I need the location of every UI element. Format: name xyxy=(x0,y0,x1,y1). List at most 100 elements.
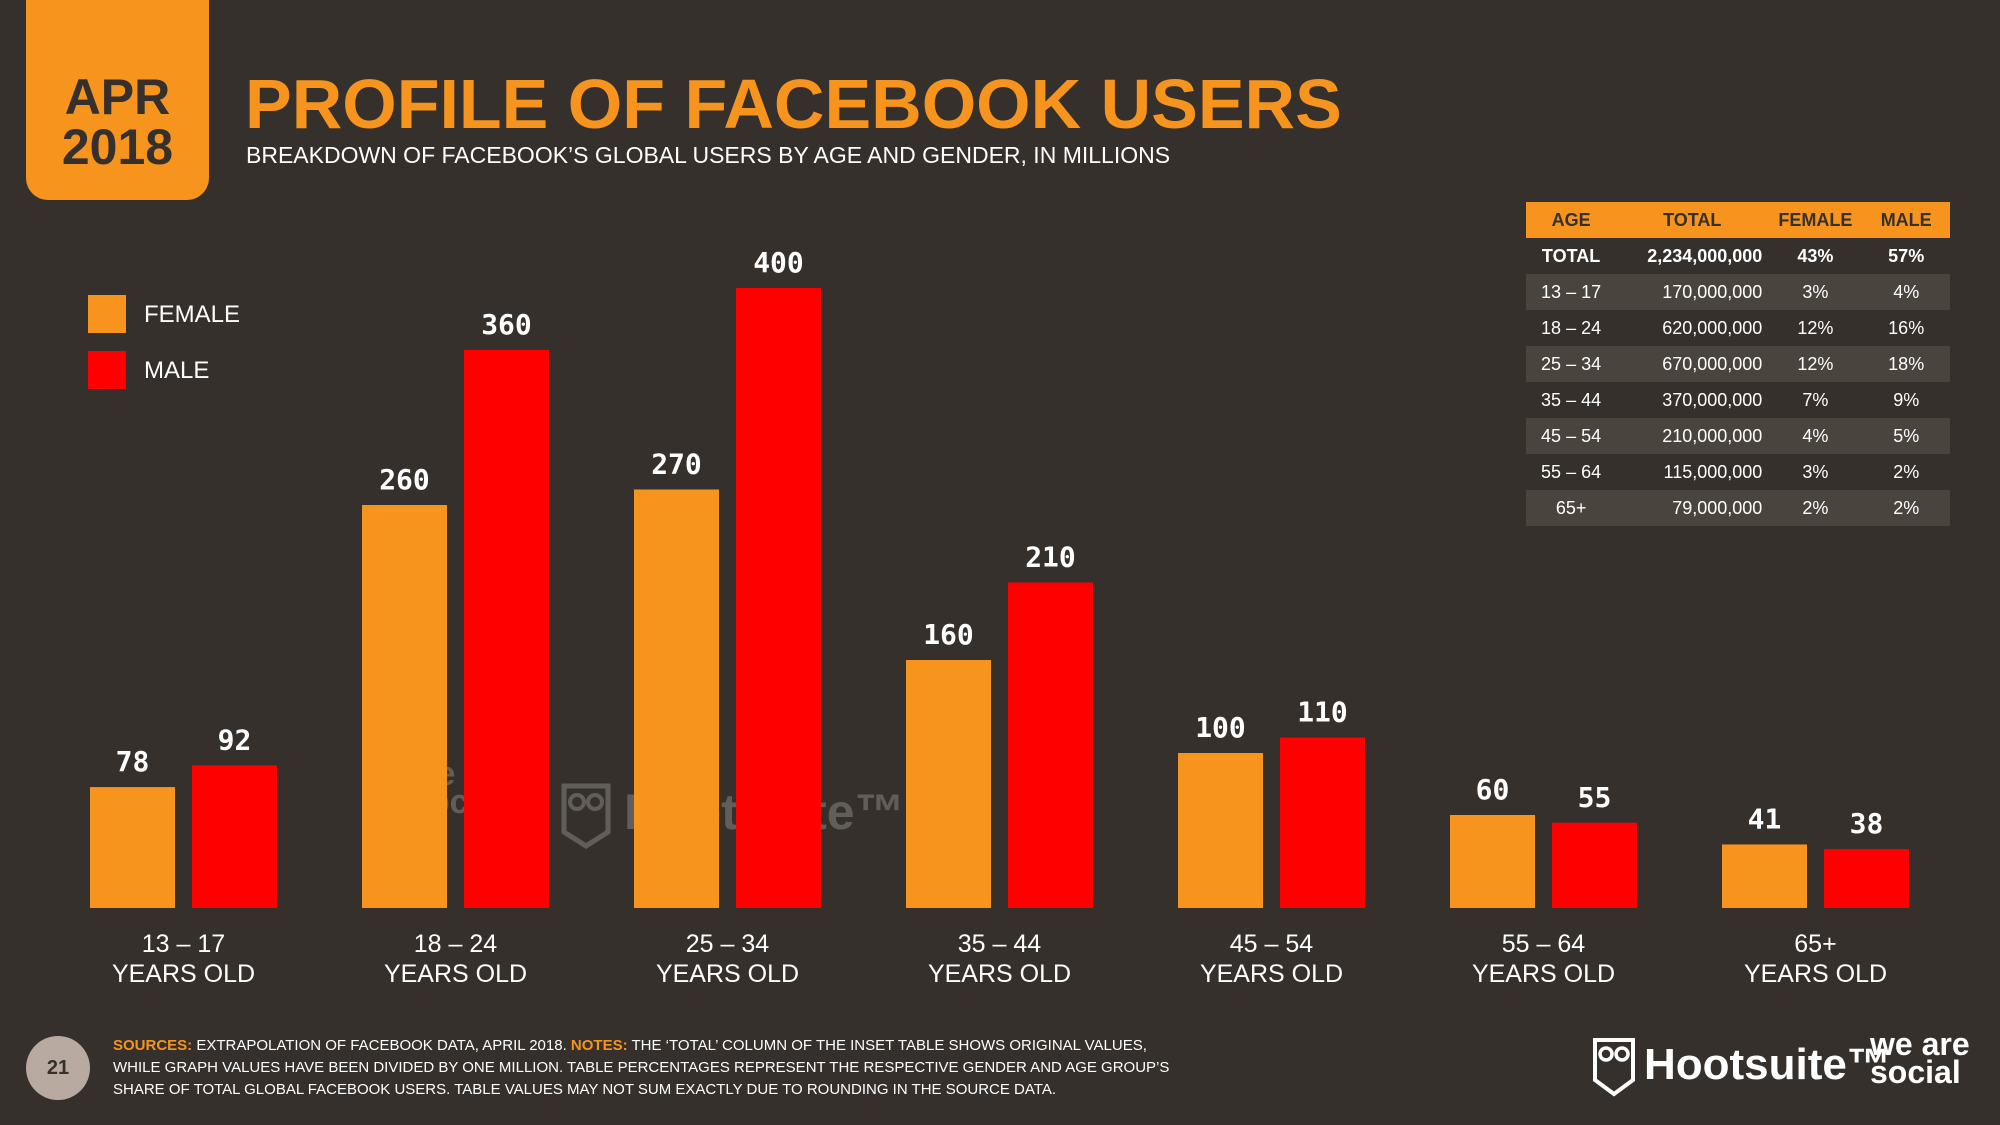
table-cell: 5% xyxy=(1862,418,1950,454)
table-cell: 3% xyxy=(1768,274,1863,310)
hootsuite-wordmark: Hootsuite™ xyxy=(1644,1040,1891,1089)
table-row: 35 – 44 370,000,000 7% 9% xyxy=(1526,382,1950,418)
page-number: 21 xyxy=(26,1036,90,1100)
table-cell: 43% xyxy=(1768,238,1863,274)
legend-swatch-female xyxy=(88,295,126,333)
category-label-suffix: YEARS OLD xyxy=(928,960,1071,988)
table-cell: 620,000,000 xyxy=(1616,310,1769,346)
bar-female-3 xyxy=(906,660,991,908)
data-label-male-3: 210 xyxy=(1025,541,1076,574)
bar-male-1 xyxy=(464,350,549,908)
inset-header-female: FEMALE xyxy=(1768,202,1863,238)
bar-female-2 xyxy=(634,489,719,908)
bar-female-6 xyxy=(1722,844,1807,908)
table-row: 65+ 79,000,000 2% 2% xyxy=(1526,490,1950,526)
table-cell: 45 – 54 xyxy=(1526,418,1617,454)
category-label-suffix: YEARS OLD xyxy=(384,960,527,988)
data-label-female-0: 78 xyxy=(116,745,150,778)
bar-female-5 xyxy=(1450,815,1535,908)
data-label-female-6: 41 xyxy=(1748,802,1782,835)
category-label-suffix: YEARS OLD xyxy=(656,960,799,988)
table-cell: 3% xyxy=(1768,454,1863,490)
data-label-female-1: 260 xyxy=(379,463,430,496)
owl-icon xyxy=(1593,1038,1635,1097)
table-cell: 16% xyxy=(1862,310,1950,346)
notes-text: THE ‘TOTAL’ COLUMN OF THE INSET TABLE SH… xyxy=(113,1037,1170,1098)
bar-female-0 xyxy=(90,787,175,908)
data-label-female-2: 270 xyxy=(651,448,702,481)
bar-male-4 xyxy=(1280,737,1365,908)
category-label-suffix: YEARS OLD xyxy=(112,960,255,988)
data-label-female-4: 100 xyxy=(1195,711,1246,744)
hootsuite-logo: Hootsuite™ xyxy=(1592,1036,1891,1103)
table-cell: 9% xyxy=(1862,382,1950,418)
legend-label-female: FEMALE xyxy=(144,301,241,328)
inset-header-male: MALE xyxy=(1862,202,1950,238)
table-cell: 35 – 44 xyxy=(1526,382,1617,418)
table-cell: 55 – 64 xyxy=(1526,454,1617,490)
bar-male-2 xyxy=(736,288,821,908)
table-row: 25 – 34 670,000,000 12% 18% xyxy=(1526,346,1950,382)
date-year: 2018 xyxy=(61,119,174,175)
notes-label: NOTES: xyxy=(570,1037,628,1054)
table-cell: TOTAL xyxy=(1526,238,1617,274)
category-label-suffix: YEARS OLD xyxy=(1472,960,1615,988)
category-label-age: 45 – 54 xyxy=(1230,930,1314,958)
footer-notes: SOURCES: EXTRAPOLATION OF FACEBOOK DATA,… xyxy=(113,1035,1173,1101)
table-cell: 79,000,000 xyxy=(1616,490,1769,526)
category-label-suffix: YEARS OLD xyxy=(1744,960,1887,988)
table-cell: 7% xyxy=(1768,382,1863,418)
table-cell: 65+ xyxy=(1526,490,1617,526)
table-cell: 670,000,000 xyxy=(1616,346,1769,382)
sources-text: EXTRAPOLATION OF FACEBOOK DATA, APRIL 20… xyxy=(192,1037,571,1054)
table-cell: 18 – 24 xyxy=(1526,310,1617,346)
category-label-age: 55 – 64 xyxy=(1502,930,1586,958)
table-cell: 370,000,000 xyxy=(1616,382,1769,418)
data-label-male-6: 38 xyxy=(1850,807,1884,840)
category-label-age: 13 – 17 xyxy=(142,930,225,958)
table-cell: 13 – 17 xyxy=(1526,274,1617,310)
we-are-social-logo: we are social xyxy=(1870,1026,1970,1090)
category-label-age: 18 – 24 xyxy=(414,930,498,958)
category-label-age: 65+ xyxy=(1794,930,1836,958)
data-label-male-5: 55 xyxy=(1578,781,1612,814)
data-label-female-5: 60 xyxy=(1476,773,1510,806)
inset-table-header: AGE TOTAL FEMALE MALE xyxy=(1526,202,1950,238)
table-cell: 2,234,000,000 xyxy=(1616,238,1769,274)
data-label-female-3: 160 xyxy=(923,618,974,651)
bar-female-4 xyxy=(1178,753,1263,908)
data-label-male-0: 92 xyxy=(218,723,252,756)
date-tab: APR 2018 xyxy=(26,0,209,200)
bar-male-5 xyxy=(1552,822,1637,908)
table-cell: 4% xyxy=(1862,274,1950,310)
table-row: 13 – 17 170,000,000 3% 4% xyxy=(1526,274,1950,310)
owl-icon xyxy=(561,783,611,849)
table-cell: 210,000,000 xyxy=(1616,418,1769,454)
bar-male-0 xyxy=(192,765,277,908)
table-cell: 18% xyxy=(1862,346,1950,382)
bar-male-6 xyxy=(1824,849,1909,908)
inset-header-age: AGE xyxy=(1526,202,1617,238)
page-subtitle: BREAKDOWN OF FACEBOOK’S GLOBAL USERS BY … xyxy=(246,142,1171,168)
table-cell: 25 – 34 xyxy=(1526,346,1617,382)
table-row: 45 – 54 210,000,000 4% 5% xyxy=(1526,418,1950,454)
date-month: APR xyxy=(64,69,171,125)
legend-label-male: MALE xyxy=(144,357,210,384)
table-cell: 170,000,000 xyxy=(1616,274,1769,310)
bar-female-1 xyxy=(362,505,447,908)
category-label-suffix: YEARS OLD xyxy=(1200,960,1343,988)
inset-table: AGE TOTAL FEMALE MALE TOTAL 2,234,000,00… xyxy=(1526,202,1950,526)
table-cell: 2% xyxy=(1862,490,1950,526)
table-row: 18 – 24 620,000,000 12% 16% xyxy=(1526,310,1950,346)
data-label-male-2: 400 xyxy=(753,246,804,279)
table-cell: 115,000,000 xyxy=(1616,454,1769,490)
legend-swatch-male xyxy=(88,351,126,389)
table-cell: 57% xyxy=(1862,238,1950,274)
data-label-male-4: 110 xyxy=(1297,696,1348,729)
category-label-age: 35 – 44 xyxy=(958,930,1042,958)
category-label-age: 25 – 34 xyxy=(686,930,770,958)
sources-label: SOURCES: xyxy=(113,1037,193,1054)
data-label-male-1: 360 xyxy=(481,308,532,341)
page-title: PROFILE OF FACEBOOK USERS xyxy=(245,65,1342,143)
